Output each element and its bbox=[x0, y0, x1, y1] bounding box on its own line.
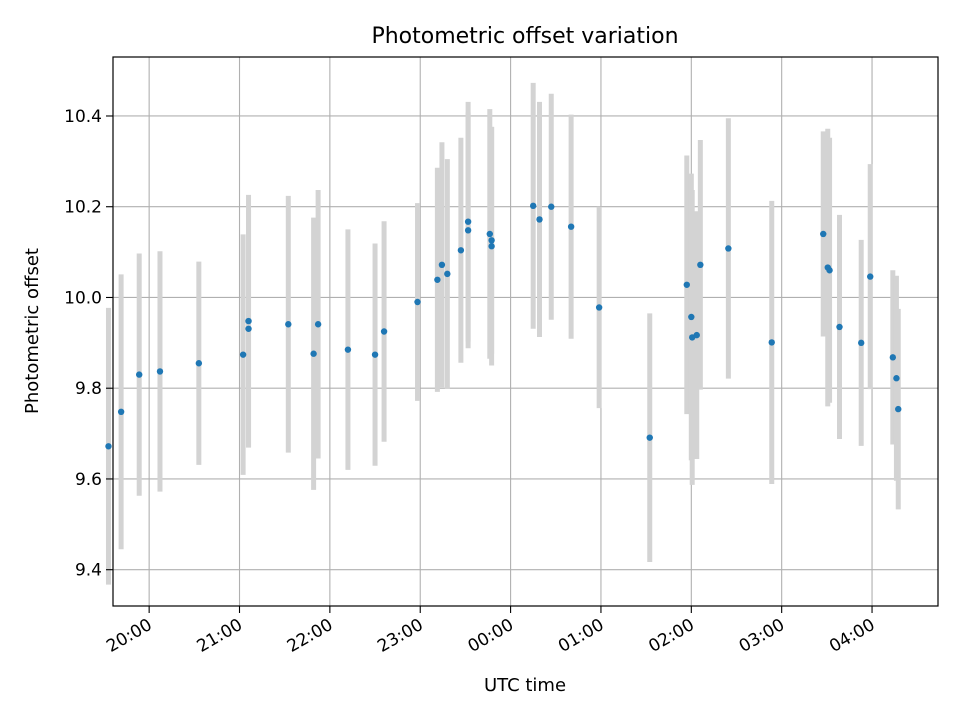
data-point bbox=[567, 223, 575, 230]
chart-title: Photometric offset variation bbox=[371, 24, 678, 49]
data-point bbox=[457, 247, 465, 254]
y-tick-label: 9.4 bbox=[75, 561, 102, 581]
data-point bbox=[285, 321, 292, 328]
data-point bbox=[371, 351, 379, 358]
data-point bbox=[697, 261, 704, 269]
data-point bbox=[464, 227, 472, 234]
data-point bbox=[464, 218, 472, 225]
data-point bbox=[893, 375, 900, 382]
data-point bbox=[646, 434, 653, 441]
data-point bbox=[826, 267, 833, 274]
data-point bbox=[344, 346, 352, 353]
data-point bbox=[867, 273, 874, 280]
data-point bbox=[488, 237, 495, 244]
data-point bbox=[245, 317, 252, 325]
y-axis-ticks: 9.4 9.6 9.8 10.0 10.2 10.4 bbox=[64, 107, 113, 581]
data-point bbox=[725, 245, 732, 252]
data-point bbox=[310, 350, 317, 357]
y-axis-label: Photometric offset bbox=[22, 248, 43, 414]
data-points bbox=[105, 202, 902, 450]
data-point bbox=[768, 339, 775, 346]
data-point bbox=[434, 276, 441, 283]
data-point bbox=[857, 339, 865, 347]
data-point bbox=[548, 203, 555, 210]
x-axis-label: UTC time bbox=[484, 675, 566, 696]
data-point bbox=[529, 202, 537, 210]
data-point bbox=[380, 328, 388, 335]
data-point bbox=[314, 321, 322, 328]
data-point bbox=[895, 405, 902, 413]
data-point bbox=[195, 360, 203, 367]
data-point bbox=[820, 230, 827, 238]
y-tick-label: 10.2 bbox=[64, 198, 102, 218]
data-point bbox=[414, 298, 421, 306]
data-point bbox=[117, 408, 125, 416]
data-point bbox=[693, 331, 700, 339]
data-point bbox=[889, 354, 897, 361]
data-point bbox=[444, 270, 451, 278]
data-point bbox=[438, 261, 446, 269]
data-point bbox=[536, 216, 543, 223]
data-point bbox=[136, 371, 143, 378]
data-point bbox=[683, 281, 690, 288]
data-point bbox=[105, 443, 112, 450]
y-tick-label: 9.8 bbox=[75, 379, 102, 399]
data-point bbox=[688, 313, 695, 321]
data-point bbox=[239, 351, 247, 358]
data-point bbox=[836, 323, 843, 331]
data-point bbox=[156, 368, 164, 375]
y-tick-label: 10.4 bbox=[64, 107, 102, 127]
data-point bbox=[488, 243, 495, 250]
plot-frame bbox=[112, 56, 939, 607]
y-tick-label: 10.0 bbox=[64, 288, 102, 308]
data-point bbox=[595, 304, 603, 311]
y-tick-label: 9.6 bbox=[75, 470, 102, 490]
data-point bbox=[245, 325, 252, 332]
data-point bbox=[486, 230, 494, 238]
